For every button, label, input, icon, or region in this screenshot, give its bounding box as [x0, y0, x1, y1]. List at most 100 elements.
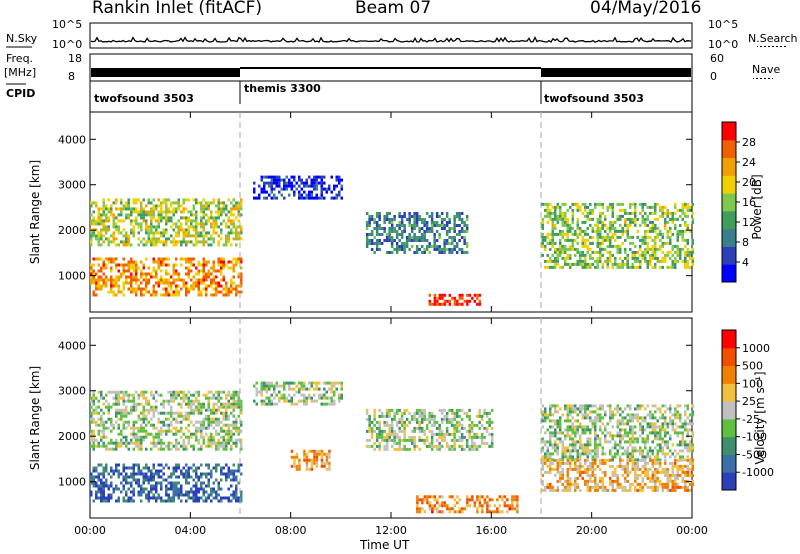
velocity-cell [609, 440, 612, 444]
velocity-cell [561, 449, 564, 453]
velocity-cell [225, 447, 228, 451]
power-cell [305, 196, 308, 200]
velocity-cell [340, 381, 343, 385]
power-cell [453, 299, 457, 303]
power-cell [456, 299, 459, 303]
velocity-cell [122, 487, 125, 491]
velocity-cell [310, 464, 314, 468]
power-cell [611, 214, 614, 218]
velocity-cell [115, 399, 118, 403]
velocity-cell [180, 420, 183, 424]
power-cell [458, 230, 461, 233]
velocity-cell [594, 431, 597, 435]
power-cell [222, 275, 225, 279]
velocity-cell [207, 444, 210, 448]
velocity-cell [300, 381, 303, 385]
power-cell [225, 213, 228, 217]
power-cell [403, 215, 406, 218]
power-cell [212, 216, 215, 220]
power-cell [425, 248, 429, 251]
velocity-cell [516, 495, 519, 499]
power-cell [445, 230, 449, 233]
power-cell [420, 218, 424, 221]
power-cell [325, 190, 328, 194]
velocity-cell [195, 469, 198, 473]
velocity-cell [127, 393, 130, 397]
velocity-cell [604, 413, 607, 417]
velocity-cell [105, 484, 108, 488]
velocity-cell [566, 458, 569, 462]
velocity-cell [187, 472, 190, 476]
power-cell [217, 269, 220, 273]
power-cell [616, 244, 619, 248]
velocity-cell [182, 393, 185, 397]
power-cell [125, 204, 128, 208]
power-cell [390, 242, 394, 245]
velocity-cell [686, 428, 689, 432]
power-cell [651, 223, 654, 227]
power-cell [654, 253, 657, 257]
velocity-cell [475, 423, 479, 427]
power-cell [601, 211, 604, 215]
velocity-cell [115, 390, 118, 394]
velocity-cell [664, 443, 667, 447]
velocity-cell [636, 458, 639, 462]
power-cell [365, 221, 369, 224]
velocity-cell [315, 381, 318, 385]
velocity-cell [160, 429, 163, 433]
velocity-cell [589, 488, 592, 492]
power-cell [215, 231, 218, 235]
velocity-cell [167, 441, 170, 445]
velocity-cell [145, 493, 148, 497]
velocity-cell [596, 488, 599, 492]
power-cell [566, 208, 569, 212]
power-cell [408, 248, 411, 251]
power-cell [202, 266, 205, 270]
velocity-cell [117, 499, 120, 503]
velocity-cell [581, 446, 584, 450]
velocity-cell [370, 435, 374, 439]
velocity-cell [207, 390, 210, 394]
velocity-cell [546, 470, 549, 474]
velocity-cell [566, 485, 569, 489]
velocity-cell [546, 464, 549, 468]
power-cell [152, 204, 155, 208]
velocity-cell [278, 399, 281, 403]
power-cell [651, 265, 654, 269]
velocity-cell [240, 420, 243, 424]
power-cell [579, 262, 582, 266]
velocity-cell [142, 478, 145, 482]
velocity-cell [142, 481, 145, 485]
velocity-cell [684, 458, 687, 462]
power-cell [160, 278, 163, 282]
power-cell [102, 210, 105, 214]
power-cell [586, 217, 589, 221]
power-cell [649, 262, 652, 266]
velocity-cell [435, 420, 439, 424]
power-cell [127, 281, 130, 285]
velocity-cell [325, 452, 329, 456]
velocity-cell [122, 466, 125, 470]
power-cell [601, 253, 604, 257]
power-cell [278, 175, 281, 179]
velocity-cell [120, 390, 123, 394]
velocity-cell [691, 410, 694, 414]
velocity-cell [240, 405, 243, 409]
power-cell [162, 198, 165, 202]
velocity-cell [177, 414, 180, 418]
power-cell [97, 222, 100, 226]
velocity-cell [388, 426, 391, 430]
power-cell [616, 250, 619, 254]
velocity-cell [227, 472, 230, 476]
power-cell [423, 233, 426, 236]
power-cell [465, 245, 469, 248]
power-cell [438, 215, 441, 218]
velocity-cell [300, 384, 303, 388]
velocity-cell [102, 475, 105, 479]
velocity-cell [483, 498, 487, 502]
velocity-cell [182, 493, 185, 497]
power-cell [288, 181, 291, 185]
power-cell [97, 240, 100, 244]
velocity-cell [235, 393, 238, 397]
velocity-cell [142, 396, 145, 400]
